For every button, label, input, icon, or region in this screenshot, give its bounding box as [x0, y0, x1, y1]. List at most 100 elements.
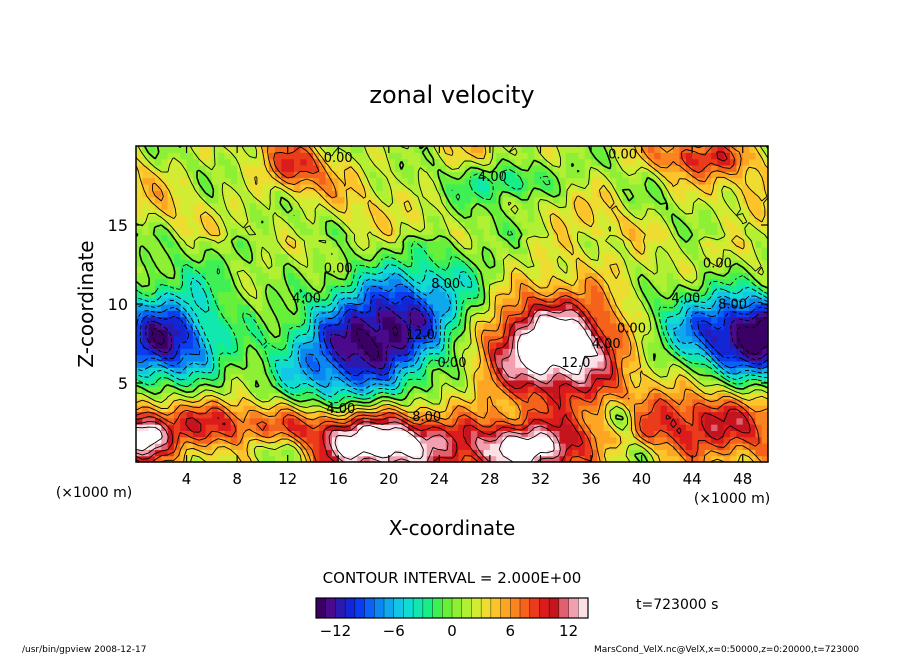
heatmap-cell [294, 449, 301, 457]
heatmap-cell [622, 316, 630, 324]
heatmap-cell [338, 215, 346, 223]
heatmap-cell [205, 209, 213, 217]
heatmap-cell [395, 190, 403, 198]
heatmap-cell [730, 335, 737, 343]
heatmap-cell [704, 417, 712, 425]
heatmap-cell [610, 392, 617, 400]
heatmap-cell [230, 392, 238, 400]
heatmap-cell [414, 341, 421, 349]
heatmap-cell [540, 247, 548, 255]
heatmap-cell [344, 392, 352, 400]
heatmap-cell [230, 202, 238, 210]
heatmap-cell [591, 443, 598, 450]
heatmap-cell [300, 215, 308, 223]
heatmap-cell [136, 398, 143, 406]
heatmap-cell [508, 304, 516, 311]
heatmap-cell [395, 405, 403, 413]
heatmap-cell [268, 278, 276, 286]
heatmap-cell [281, 411, 289, 419]
heatmap-cell [660, 209, 668, 217]
heatmap-cell [281, 373, 289, 381]
heatmap-cell [565, 297, 573, 305]
heatmap-cell [559, 272, 567, 280]
heatmap-cell [433, 411, 440, 419]
heatmap-cell [641, 259, 649, 267]
heatmap-cell [154, 297, 162, 305]
heatmap-cell [148, 272, 156, 280]
heatmap-cell [685, 272, 693, 280]
heatmap-cell [445, 146, 453, 153]
heatmap-cell [300, 259, 308, 267]
heatmap-cell [489, 285, 497, 292]
heatmap-cell [312, 354, 320, 362]
heatmap-cell [458, 373, 466, 381]
heatmap-cell [173, 158, 181, 166]
heatmap-cell [344, 202, 352, 210]
heatmap-cell [458, 215, 466, 223]
heatmap-cell [388, 171, 396, 179]
heatmap-cell [401, 266, 409, 273]
heatmap-cell [363, 417, 371, 425]
heatmap-cell [306, 183, 314, 191]
heatmap-cell [458, 455, 466, 463]
heatmap-cell [692, 234, 700, 242]
heatmap-cell [483, 253, 491, 261]
heatmap-cell [553, 183, 561, 191]
heatmap-cell [603, 272, 611, 280]
heatmap-cell [281, 316, 289, 324]
heatmap-cell [742, 424, 750, 431]
heatmap-cell [154, 341, 162, 349]
heatmap-cell [199, 297, 207, 305]
heatmap-cell [616, 171, 624, 179]
heatmap-cell [647, 177, 655, 185]
heatmap-cell [616, 335, 624, 343]
heatmap-cell [559, 177, 567, 185]
heatmap-cell [679, 322, 687, 330]
heatmap-cell [136, 272, 143, 280]
heatmap-cell [584, 266, 592, 273]
heatmap-cell [287, 190, 295, 198]
heatmap-cell [136, 436, 143, 444]
heatmap-cell [692, 411, 700, 419]
heatmap-cell [199, 202, 207, 210]
heatmap-cell [136, 190, 143, 198]
heatmap-cell [407, 430, 415, 438]
heatmap-cell [622, 436, 630, 444]
heatmap-cell [445, 310, 453, 318]
heatmap-cell [698, 285, 706, 292]
heatmap-cell [477, 228, 485, 236]
heatmap-cell [256, 158, 263, 166]
heatmap-cell [357, 158, 365, 166]
heatmap-cell [540, 259, 548, 267]
heatmap-cell [698, 329, 706, 337]
heatmap-cell [666, 202, 674, 210]
heatmap-cell [635, 373, 643, 381]
heatmap-cell [300, 190, 308, 198]
heatmap-cell [382, 285, 390, 292]
heatmap-cell [597, 196, 605, 204]
heatmap-cell [755, 392, 763, 400]
heatmap-cell [224, 322, 232, 330]
heatmap-cell [496, 146, 504, 153]
heatmap-cell [641, 443, 649, 450]
heatmap-cell [180, 266, 188, 273]
heatmap-cell [717, 379, 725, 387]
heatmap-cell [148, 455, 156, 463]
heatmap-cell [357, 310, 365, 318]
heatmap-cell [452, 266, 459, 273]
heatmap-cell [420, 443, 428, 450]
heatmap-cell [458, 443, 466, 450]
heatmap-cell [673, 341, 681, 349]
heatmap-cell [755, 158, 763, 166]
heatmap-cell [603, 354, 611, 362]
heatmap-cell [224, 183, 232, 191]
heatmap-cell [319, 247, 327, 255]
heatmap-cell [433, 367, 440, 375]
heatmap-cell [445, 202, 453, 210]
heatmap-cell [275, 209, 282, 217]
heatmap-cells [136, 146, 769, 463]
heatmap-cell [218, 152, 226, 160]
heatmap-cell [521, 367, 529, 375]
heatmap-cell [464, 329, 472, 337]
heatmap-cell [660, 398, 668, 406]
